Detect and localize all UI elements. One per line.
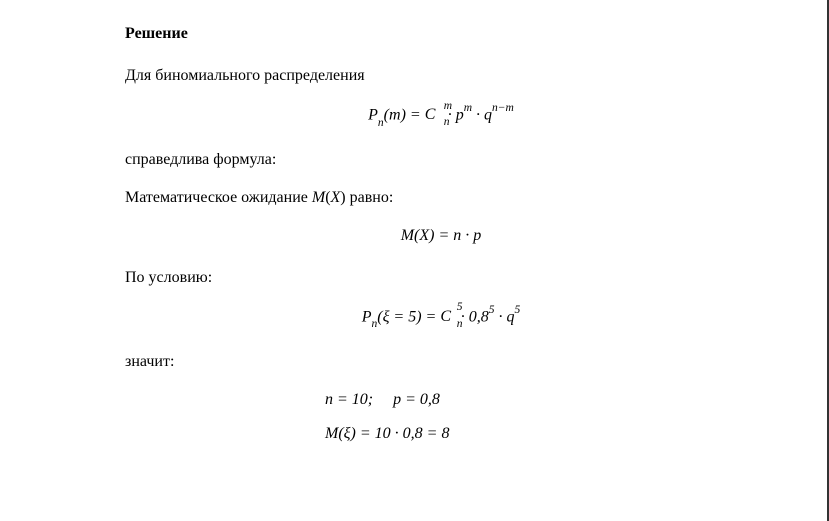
expectation-label: Математическое ожидание M(X) равно: <box>125 186 757 210</box>
solution-heading: Решение <box>125 22 757 46</box>
therefore-label: значит: <box>125 350 757 374</box>
np-values: n = 10; p = 0,8 <box>125 388 757 412</box>
condition-label: По условию: <box>125 266 757 290</box>
intro-text-2: справедлива формула: <box>125 148 757 172</box>
condition-formula: Pn(ξ = 5) = Cn55 · 0,85 · q5 <box>125 304 757 332</box>
expectation-result: M(ξ) = 10 · 0,8 = 8 <box>125 422 757 446</box>
intro-text-1: Для биномиального распределения <box>125 64 757 88</box>
expectation-formula: M(X) = n · p <box>125 224 757 248</box>
binomial-formula: Pn(m) = Cnmm · pm · qn−m <box>125 102 757 130</box>
